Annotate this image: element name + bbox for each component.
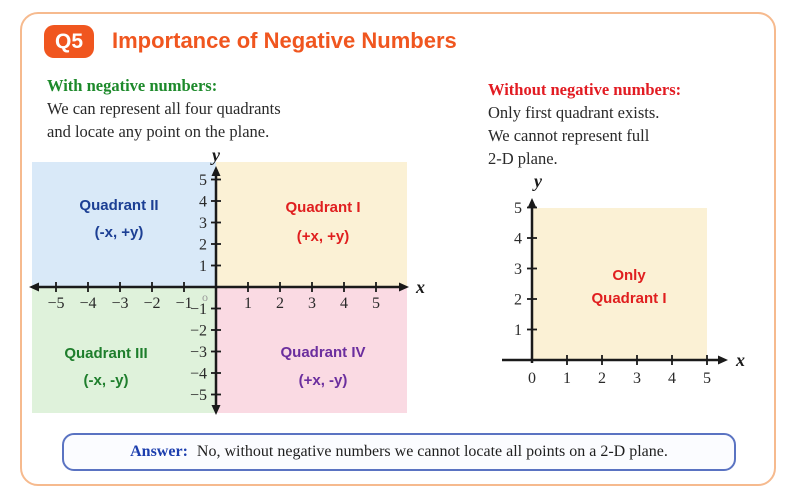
x-axis-label: x [735,350,745,370]
y-tick-label: 3 [514,261,522,278]
y-tick-label: 2 [199,237,207,254]
quadrant-sign-label: (+x, +y) [297,228,350,245]
quadrant-region [216,162,407,287]
answer-box: Answer: No, without negative numbers we … [62,433,736,471]
axis-arrow-icon [29,282,39,292]
y-axis-label: y [532,171,543,191]
y-tick-label: 4 [514,231,522,248]
x-tick-label: 4 [340,295,348,312]
quadrant-sign-label: (-x, -y) [84,372,129,389]
x-tick-label: 0 [528,370,536,387]
with-negatives-panel: With negative numbers: We can represent … [47,74,281,143]
with-negatives-line-1: We can represent all four quadrants [47,99,281,118]
y-tick-label: 4 [199,194,207,211]
region-label-line-1: Only [612,267,646,284]
y-tick-label: 5 [514,200,522,217]
x-tick-label: 5 [703,370,711,387]
with-negatives-line-2: and locate any point on the plane. [47,122,270,141]
first-quadrant-plot: Only Quadrant I 0 1 2 3 4 5 1 2 3 4 5 x y [502,171,745,387]
y-tick-label: 1 [199,258,207,275]
axis-arrow-icon [718,355,728,365]
region-label-line-2: Quadrant I [591,290,666,307]
x-tick-label: 1 [244,295,252,312]
x-tick-label: 1 [563,370,571,387]
answer-text: No, without negative numbers we cannot l… [196,443,668,460]
page-title: Importance of Negative Numbers [112,28,457,53]
quadrant-region [533,208,707,360]
x-tick-label: 5 [372,295,380,312]
four-quadrant-plot: Quadrant I (+x, +y) Quadrant II (-x, +y) Qua… [29,147,425,415]
y-tick-label: −2 [190,323,207,340]
axis-arrow-icon [211,166,221,176]
quadrant-sign-label: (+x, -y) [299,372,348,389]
quadrant-region [32,162,216,287]
y-tick-label: 2 [514,292,522,309]
y-tick-label: 1 [514,322,522,339]
y-axis-label: y [210,147,221,165]
with-negatives-heading: With negative numbers: [47,76,218,95]
x-tick-label: 4 [668,370,676,387]
x-axis-label: x [415,277,425,297]
y-tick-label: −4 [190,366,207,383]
x-tick-label: 2 [276,295,284,312]
quadrant-name-label: Quadrant III [64,345,147,362]
origin-label: o [202,290,208,304]
x-tick-label: −5 [47,295,64,312]
without-negatives-line-3: 2-D plane. [488,149,558,168]
quadrant-region [32,287,216,413]
y-tick-label: −1 [190,301,207,318]
without-negatives-line-1: Only first quadrant exists. [488,103,660,122]
answer-label: Answer: [130,443,188,460]
quadrant-name-label: Quadrant II [79,197,158,214]
x-tick-label: 3 [633,370,641,387]
x-tick-label: −1 [175,295,192,312]
axis-arrow-icon [527,198,537,208]
y-tick-label: 5 [199,172,207,189]
x-tick-label: 2 [598,370,606,387]
x-tick-label: −2 [143,295,160,312]
axis-arrow-icon [211,405,221,415]
y-tick-label: −3 [190,344,207,361]
x-tick-label: 3 [308,295,316,312]
quadrant-sign-label: (-x, +y) [95,224,144,241]
x-tick-label: −3 [111,295,128,312]
y-tick-label: 3 [199,215,207,232]
x-tick-label: −4 [79,295,96,312]
quadrant-name-label: Quadrant IV [280,344,365,361]
without-negatives-panel: Without negative numbers: Only first qua… [488,78,681,170]
without-negatives-heading: Without negative numbers: [488,80,682,99]
question-number-badge: Q5 [44,25,95,59]
quadrant-name-label: Quadrant I [285,199,360,216]
quadrant-region [216,287,407,413]
axis-arrow-icon [399,282,409,292]
y-tick-label: −5 [190,387,207,404]
without-negatives-line-2: We cannot represent full [488,126,650,145]
